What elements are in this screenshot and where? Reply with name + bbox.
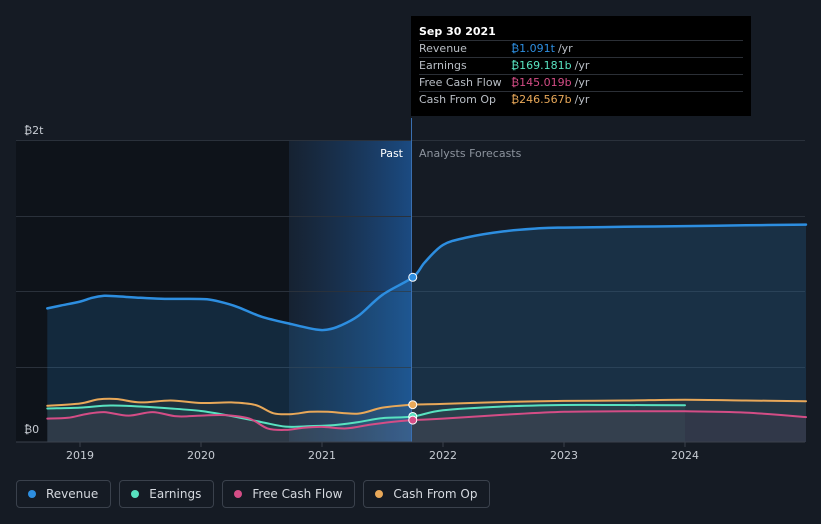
revenue-line <box>46 223 808 332</box>
x-tick-label: 2021 <box>308 449 336 462</box>
legend-label: Revenue <box>46 487 99 501</box>
legend-dot-icon <box>28 490 36 498</box>
legend-item-earnings[interactable]: Earnings <box>119 480 215 508</box>
tooltip-row-revenue: Revenue ₿1.091t /yr <box>419 40 743 57</box>
revenue-hover-marker <box>408 272 418 282</box>
series-lines <box>46 223 808 431</box>
x-tick-label: 2023 <box>550 449 578 462</box>
tooltip-label: Earnings <box>419 59 467 72</box>
hover-markers <box>408 272 418 425</box>
tooltip-row-earnings: Earnings ₿169.181b /yr <box>419 57 743 74</box>
legend-dot-icon <box>375 490 384 498</box>
tooltip-label: Revenue <box>419 42 467 55</box>
legend-item-fcf[interactable]: Free Cash Flow <box>222 480 356 508</box>
forecast-label: Analysts Forecasts <box>419 147 522 160</box>
tooltip-date: Sep 30 2021 <box>419 25 496 38</box>
legend-label: Free Cash Flow <box>252 487 343 501</box>
tooltip-unit: /yr <box>574 59 590 72</box>
tooltip-unit: /yr <box>574 76 590 89</box>
tooltip-value: ₿169.181b <box>511 59 572 72</box>
legend-label: Earnings <box>149 487 202 501</box>
tooltip-value: ₿145.019b <box>511 76 572 89</box>
gridlines <box>16 140 805 368</box>
y-axis-top-label: ₿2t <box>24 124 44 137</box>
past-label: Past <box>380 147 404 160</box>
x-tick-label: 2020 <box>187 449 215 462</box>
cfo-hover-marker <box>408 400 418 410</box>
tooltip-value: ₿1.091t <box>511 42 555 55</box>
tooltip-label: Free Cash Flow <box>419 76 502 89</box>
legend-item-cfo[interactable]: Cash From Op <box>363 480 491 508</box>
cfo-line <box>46 397 807 416</box>
earnings-line <box>46 403 686 428</box>
x-axis-ticks: 2019 2020 2021 2022 2023 2024 <box>66 442 699 462</box>
fcf-area <box>47 411 807 442</box>
tooltip-unit: /yr <box>557 42 573 55</box>
tooltip-row-fcf: Free Cash Flow ₿145.019b /yr <box>419 74 743 91</box>
tooltip-value: ₿246.567b <box>511 93 572 106</box>
legend-label: Cash From Op <box>393 487 478 501</box>
fcf-hover-marker <box>408 415 418 425</box>
y-axis-bottom-label: ₿0 <box>24 423 39 436</box>
legend-item-revenue[interactable]: Revenue <box>16 480 112 508</box>
tooltip-label: Cash From Op <box>419 93 497 106</box>
revenue-area <box>47 224 807 442</box>
legend-dot-icon <box>131 490 140 498</box>
legend-dot-icon <box>234 490 243 498</box>
x-tick-label: 2019 <box>66 449 94 462</box>
x-tick-label: 2024 <box>671 449 699 462</box>
x-tick-label: 2022 <box>429 449 457 462</box>
tooltip-row-cfo: Cash From Op ₿246.567b /yr <box>419 91 743 108</box>
tooltip: Sep 30 2021 Revenue ₿1.091t /yr Earnings… <box>411 16 751 116</box>
tooltip-unit: /yr <box>574 93 590 106</box>
fcf-line <box>46 410 807 431</box>
legend: Revenue Earnings Free Cash Flow Cash Fro… <box>16 480 491 508</box>
